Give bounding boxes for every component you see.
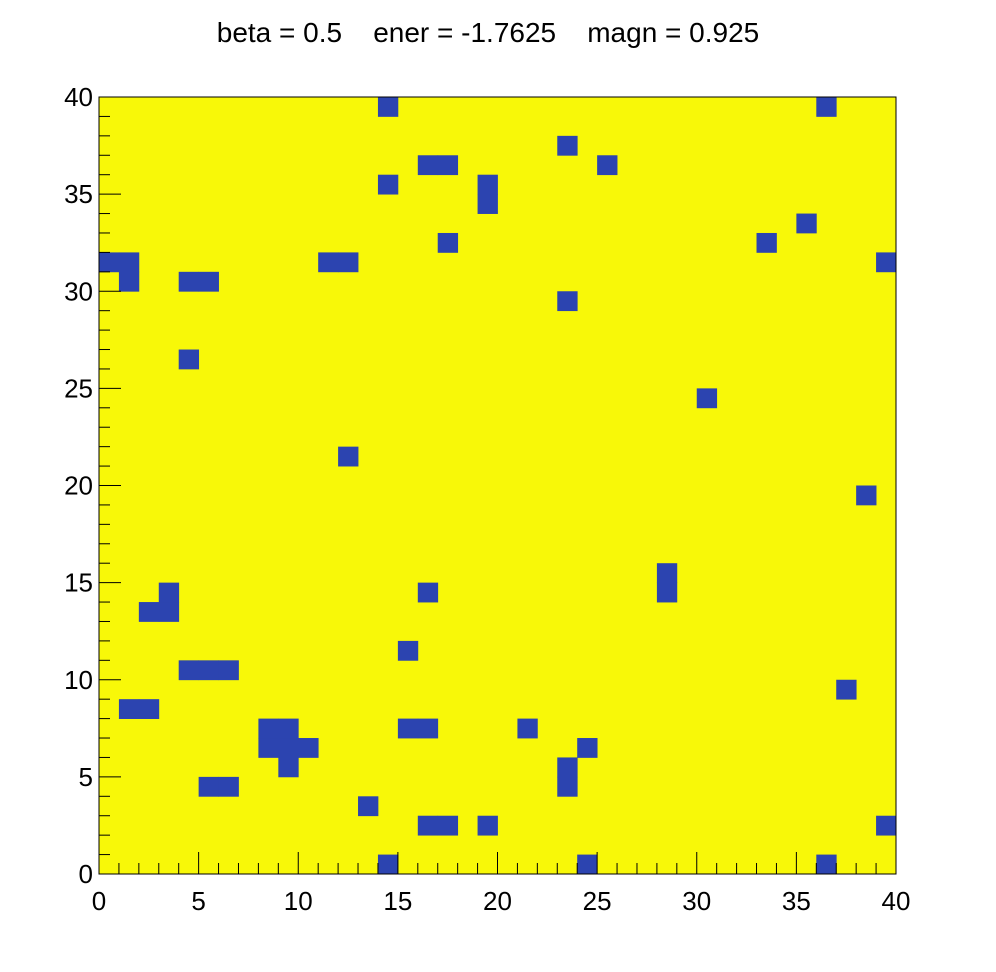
- spin-down-cell: [338, 252, 359, 273]
- x-tick-label: 20: [483, 886, 512, 916]
- spin-down-cell: [836, 679, 857, 700]
- spin-down-cell: [417, 815, 439, 836]
- spin-down-cell: [696, 388, 718, 409]
- spin-down-cell: [318, 252, 339, 273]
- spin-down-cell: [876, 815, 897, 836]
- spin-down-cell: [118, 699, 140, 719]
- spin-down-cell: [278, 718, 299, 739]
- spin-down-cell: [118, 252, 140, 273]
- spin-down-cell: [338, 446, 359, 467]
- spin-down-cell: [377, 854, 399, 875]
- spin-down-cell: [118, 271, 140, 292]
- x-tick-label: 5: [191, 886, 205, 916]
- spin-down-cell: [557, 757, 578, 778]
- x-tick-label: 30: [682, 886, 711, 916]
- y-tick-label: 25: [64, 373, 93, 403]
- spin-down-cell: [178, 660, 200, 681]
- x-tick-label: 25: [583, 886, 612, 916]
- spin-down-cell: [517, 718, 538, 739]
- spin-down-cell: [417, 582, 439, 603]
- axis-ticks: [98, 96, 897, 875]
- spin-down-cell: [298, 738, 319, 758]
- y-tick-label: 10: [64, 665, 93, 695]
- spin-down-cell: [577, 738, 598, 758]
- y-tick-label: 35: [64, 179, 93, 209]
- spin-down-cell: [477, 815, 498, 836]
- spin-down-cell: [377, 174, 399, 195]
- spin-down-cell: [477, 194, 498, 214]
- spin-down-cell: [198, 271, 219, 292]
- spin-down-cell: [218, 660, 239, 681]
- spin-down-cell: [377, 97, 399, 117]
- spin-down-cell: [258, 718, 279, 739]
- spin-down-cell: [876, 252, 897, 273]
- spin-down-cell: [99, 252, 120, 273]
- y-tick-label: 5: [79, 762, 93, 792]
- spin-down-cell: [158, 602, 180, 622]
- y-axis-tick-labels: 0 5 10 15 20 25 30 35 40: [64, 82, 93, 889]
- spin-down-cell: [557, 776, 578, 797]
- spin-down-cell: [158, 582, 180, 603]
- spin-down-cell: [278, 738, 299, 758]
- plot-area: [99, 97, 896, 874]
- spin-down-cell: [198, 776, 219, 797]
- x-tick-label: 35: [782, 886, 811, 916]
- spin-down-cell: [198, 660, 219, 681]
- spin-down-cell: [577, 854, 598, 875]
- spin-down-cell: [796, 213, 817, 234]
- y-tick-label: 30: [64, 276, 93, 306]
- spin-down-cell: [557, 291, 578, 312]
- spin-down-cell: [437, 155, 459, 176]
- y-tick-label: 0: [79, 859, 93, 889]
- spin-down-cell: [597, 155, 618, 176]
- x-tick-label: 10: [284, 886, 313, 916]
- spin-down-cell: [258, 738, 279, 758]
- chart-title: beta = 0.5 ener = -1.7625 magn = 0.925: [217, 17, 760, 48]
- spin-down-cell: [138, 602, 160, 622]
- spin-down-cell: [816, 97, 837, 117]
- x-axis-tick-labels: 0 5 10 15 20 25 30 35 40: [92, 886, 911, 916]
- y-tick-label: 40: [64, 82, 93, 112]
- spin-down-cell: [856, 485, 877, 506]
- spin-down-cell: [278, 757, 299, 778]
- spin-down-cell: [756, 232, 777, 253]
- y-tick-label: 20: [64, 471, 93, 501]
- spin-down-cell: [397, 718, 419, 739]
- spin-down-cell: [358, 796, 379, 817]
- spin-down-cell: [656, 563, 678, 584]
- spin-down-cell: [138, 699, 160, 719]
- spin-down-cell: [178, 349, 200, 370]
- x-tick-label: 15: [383, 886, 412, 916]
- x-tick-label: 40: [882, 886, 911, 916]
- spin-down-cell: [477, 174, 498, 195]
- spin-down-cell: [417, 155, 439, 176]
- spin-down-cell: [178, 271, 200, 292]
- y-tick-label: 15: [64, 568, 93, 598]
- spin-down-cell: [816, 854, 837, 875]
- spin-down-cell: [656, 582, 678, 603]
- spin-down-cell: [557, 135, 578, 156]
- x-tick-label: 0: [92, 886, 106, 916]
- spin-cells: [99, 97, 897, 875]
- spin-down-cell: [397, 640, 419, 661]
- spin-down-cell: [417, 718, 439, 739]
- spin-down-cell: [218, 776, 239, 797]
- spin-down-cell: [437, 232, 459, 253]
- spin-down-cell: [437, 815, 459, 836]
